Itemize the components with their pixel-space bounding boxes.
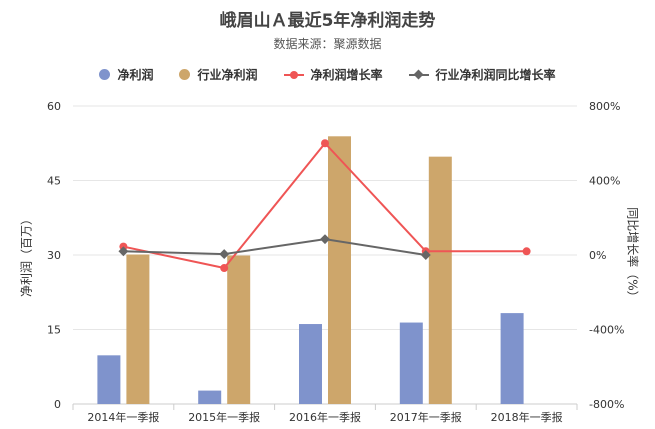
x-tick-label: 2016年一季报 [289, 410, 361, 424]
legend: 净利润 行业净利润 净利润增长率 行业净利润同比增长率 [0, 66, 655, 83]
bar-net-profit [299, 324, 322, 404]
legend-swatch-net-profit [99, 69, 111, 80]
point-industry-growth [420, 250, 431, 260]
legend-item-profit-growth[interactable]: 净利润增长率 [283, 66, 383, 83]
bar-net-profit [399, 322, 423, 404]
legend-item-industry-profit[interactable]: 行业净利润 [179, 66, 258, 83]
bar-industry-profit [227, 255, 251, 404]
y-axis-right-title: 同比增长率（%） [625, 207, 640, 303]
legend-label-industry-growth: 行业净利润同比增长率 [435, 68, 556, 82]
y-right-tick-label: 0% [589, 249, 606, 262]
bar-net-profit [97, 355, 121, 404]
legend-label-net-profit: 净利润 [117, 68, 154, 82]
bar-industry-profit [328, 136, 351, 404]
y-right-tick-label: -400% [589, 324, 624, 337]
bar-net-profit [500, 313, 524, 404]
point-profit-growth [321, 139, 329, 148]
point-industry-growth [219, 249, 230, 260]
x-tick-label: 2014年一季报 [87, 410, 159, 424]
x-tick-label: 2017年一季报 [390, 410, 462, 424]
y-left-tick-label: 45 [47, 175, 61, 188]
point-profit-growth [220, 264, 229, 273]
line-industry-growth [123, 238, 426, 256]
point-industry-growth [118, 246, 129, 257]
y-left-tick-label: 0 [54, 398, 61, 411]
chart-subtitle: 数据来源：聚源数据 [273, 37, 382, 51]
point-profit-growth [522, 247, 531, 256]
legend-item-industry-growth[interactable]: 行业净利润同比增长率 [408, 66, 556, 83]
bar-industry-profit [126, 254, 150, 404]
legend-swatch-industry-growth [408, 69, 429, 79]
y-left-tick-label: 60 [47, 100, 61, 113]
legend-label-profit-growth: 净利润增长率 [310, 68, 383, 82]
y-right-tick-label: -800% [589, 398, 624, 411]
line-profit-growth [123, 141, 527, 270]
chart-title: 峨眉山Ａ最近5年净利润走势 [219, 11, 436, 31]
y-left-tick-label: 15 [47, 324, 61, 337]
bar-industry-profit [428, 156, 452, 404]
bar-net-profit [198, 390, 222, 404]
legend-label-industry-profit: 行业净利润 [197, 68, 258, 82]
x-tick-label: 2015年一季报 [188, 410, 260, 424]
legend-swatch-profit-growth [283, 70, 304, 79]
y-axis-left-title: 净利润（百万） [19, 212, 34, 298]
point-industry-growth [320, 234, 330, 245]
y-left-tick-label: 30 [47, 249, 61, 262]
legend-swatch-industry-profit [179, 69, 191, 80]
x-tick-label: 2018年一季报 [491, 410, 563, 424]
legend-item-net-profit[interactable]: 净利润 [99, 66, 153, 83]
y-right-tick-label: 400% [589, 175, 620, 188]
y-right-tick-label: 800% [589, 100, 620, 113]
